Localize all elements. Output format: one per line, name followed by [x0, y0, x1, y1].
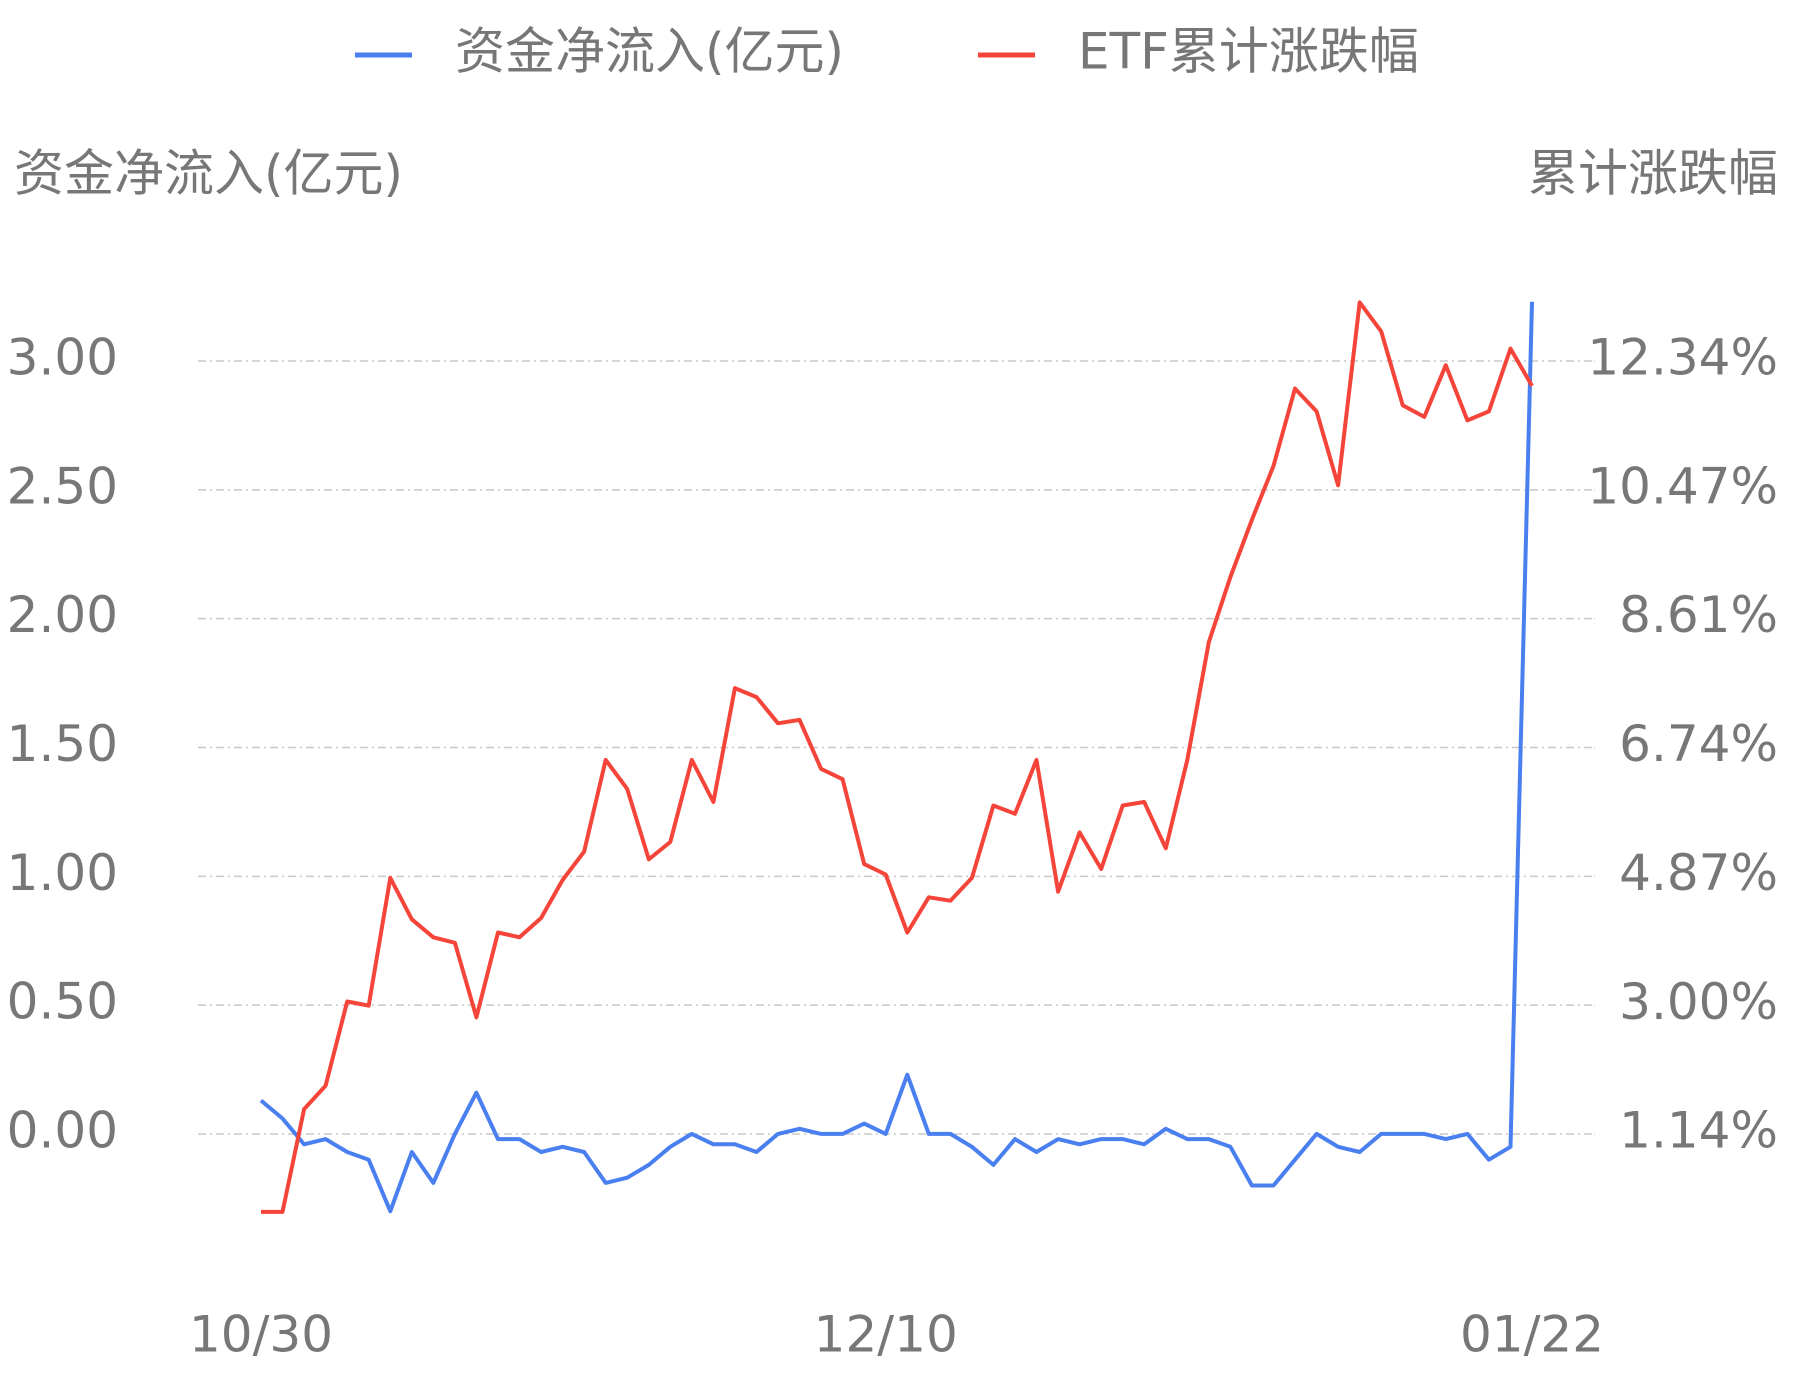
y2-tick-label: 1.14% [1619, 1101, 1778, 1159]
y-tick-label: 2.00 [7, 586, 118, 644]
y-tick-label: 3.00 [7, 329, 118, 387]
series-line [261, 300, 1534, 1214]
y2-tick-label: 6.74% [1619, 715, 1778, 773]
y-tick-label: 0.00 [7, 1101, 118, 1159]
y2-tick-label: 12.34% [1587, 329, 1778, 387]
y2-tick-label: 10.47% [1587, 458, 1778, 516]
x-tick-label: 01/22 [1460, 1306, 1604, 1364]
y-tick-label: 1.00 [7, 844, 118, 902]
legend-label: 资金净流入(亿元) [455, 23, 844, 81]
y-tick-label: 2.50 [7, 457, 118, 515]
y2-axis-title: 累计涨跌幅 [1528, 145, 1778, 203]
y-tick-label: 1.50 [7, 715, 118, 773]
y2-tick-label: 3.00% [1619, 973, 1778, 1031]
y2-tick-label: 4.87% [1619, 844, 1778, 902]
x-tick-label: 10/30 [189, 1306, 333, 1364]
series-line [259, 301, 1534, 1214]
y2-tick-label: 8.61% [1619, 586, 1778, 644]
legend-label: ETF累计涨跌幅 [1078, 23, 1419, 81]
y-axis-title: 资金净流入(亿元) [14, 145, 403, 203]
y-tick-label: 0.50 [7, 973, 118, 1031]
x-tick-label: 12/10 [814, 1306, 958, 1364]
